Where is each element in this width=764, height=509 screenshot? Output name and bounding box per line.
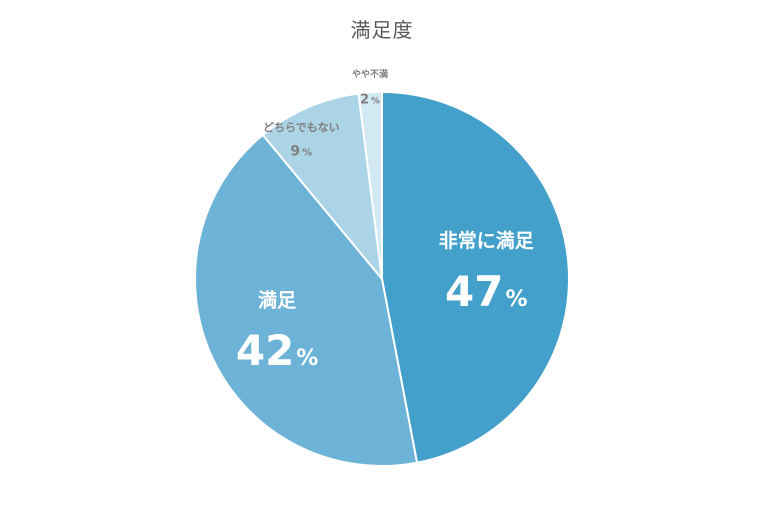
slice-value-2: 9% [290,144,312,160]
pie-slice-3 [357,90,383,280]
pie-slice-2 [261,92,384,283]
pie-slice-1 [194,133,419,467]
slice-label-0: 非常に満足 [439,229,535,252]
pie-slice-0 [381,90,571,464]
slice-value-3: 2% [360,93,380,108]
slice-label-3: やや不満 [352,68,388,80]
slice-value-0: 47% [445,267,528,316]
slice-value-1: 42% [236,326,319,375]
chart-title: 満足度 [350,18,414,42]
slice-label-2: どちらでもない [263,121,340,134]
slice-label-1: 満足 [258,289,297,311]
